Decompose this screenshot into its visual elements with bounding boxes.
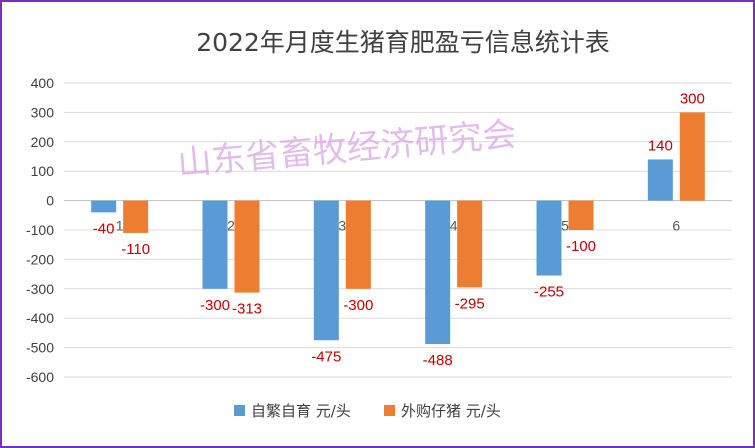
y-tick-label: 100 xyxy=(31,163,55,179)
bar-series-2 xyxy=(457,200,483,288)
y-tick-label: 200 xyxy=(31,134,55,150)
y-tick-label: 300 xyxy=(31,104,55,120)
legend-swatch xyxy=(234,405,245,416)
x-tick-label: 6 xyxy=(672,218,680,234)
data-label: -475 xyxy=(311,348,341,365)
x-tick-label: 2 xyxy=(227,218,235,234)
y-tick-label: 0 xyxy=(46,193,54,209)
x-tick-label: 4 xyxy=(450,218,458,234)
gridlines xyxy=(64,82,732,378)
data-label: -300 xyxy=(200,297,230,314)
y-tick-label: -200 xyxy=(26,251,54,267)
x-axis: 1 2 3 4 5 6 xyxy=(116,218,681,234)
data-label: -295 xyxy=(455,295,485,312)
y-tick-label: -100 xyxy=(26,222,54,238)
data-label: -313 xyxy=(232,301,262,318)
bar-series-1 xyxy=(425,200,451,345)
bar-series-2 xyxy=(568,200,594,230)
bar-series-1 xyxy=(536,200,562,276)
legend: 自繁自育 元/头 外购仔猪 元/头 xyxy=(234,402,501,420)
legend-label: 外购仔猪 元/头 xyxy=(401,402,501,420)
data-label: -110 xyxy=(121,241,150,258)
bar-series-2 xyxy=(234,200,260,293)
bar-series-2 xyxy=(679,112,705,201)
legend-label: 自繁自育 元/头 xyxy=(251,402,351,420)
data-label: -488 xyxy=(423,352,453,369)
watermark-text: 山东省畜牧经济研究会 xyxy=(176,114,518,183)
bar-series-1 xyxy=(91,200,117,213)
data-label: -100 xyxy=(566,238,596,255)
bar-series-1 xyxy=(313,200,339,341)
y-axis: 400 300 200 100 0 -100 -200 -300 -400 -500 -600 xyxy=(26,75,54,385)
x-tick-label: 5 xyxy=(561,218,569,234)
data-label: -40 xyxy=(93,220,115,237)
x-tick-label: 1 xyxy=(116,218,124,234)
bar-series-1 xyxy=(647,159,673,201)
bar-series-2 xyxy=(345,200,371,289)
y-tick-label: -600 xyxy=(26,369,54,385)
y-tick-label: -500 xyxy=(26,340,54,356)
y-tick-label: -400 xyxy=(26,310,54,326)
data-label: 300 xyxy=(680,90,705,107)
bar-series-2 xyxy=(123,200,149,233)
y-tick-label: 400 xyxy=(31,75,55,91)
y-tick-label: -300 xyxy=(26,281,54,297)
chart-title: 2022年月度生猪育肥盈亏信息统计表 xyxy=(196,28,610,57)
data-labels: -40-110-300 -313-475-300-488-295-255-1001… xyxy=(93,90,705,369)
x-tick-label: 3 xyxy=(338,218,346,234)
legend-swatch xyxy=(384,405,395,416)
data-label: 140 xyxy=(648,137,673,154)
bar-series-1 xyxy=(202,200,228,289)
data-label: -255 xyxy=(534,284,564,301)
bars xyxy=(91,112,705,345)
data-label: -300 xyxy=(343,297,373,314)
